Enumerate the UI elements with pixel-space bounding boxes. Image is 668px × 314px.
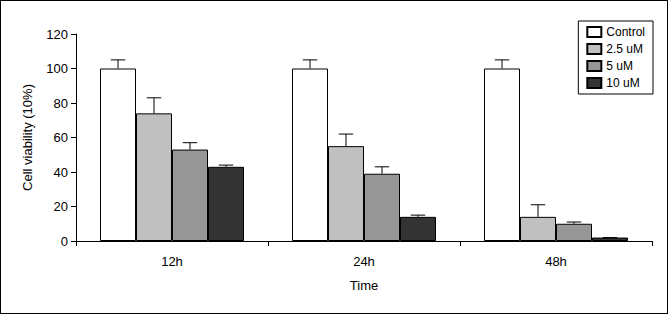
svg-text:5 uM: 5 uM [606, 59, 633, 73]
svg-text:0: 0 [61, 234, 68, 249]
svg-text:120: 120 [46, 27, 68, 42]
svg-text:40: 40 [54, 165, 68, 180]
svg-text:20: 20 [54, 199, 68, 214]
svg-text:Time: Time [350, 278, 378, 293]
svg-text:48h: 48h [545, 254, 567, 269]
svg-text:10 uM: 10 uM [606, 76, 639, 90]
svg-text:Cell viability (10%): Cell viability (10%) [20, 84, 35, 191]
svg-text:100: 100 [46, 61, 68, 76]
svg-text:60: 60 [54, 130, 68, 145]
svg-text:80: 80 [54, 96, 68, 111]
svg-text:Control: Control [606, 25, 645, 39]
svg-text:24h: 24h [353, 254, 375, 269]
svg-text:2.5 uM: 2.5 uM [606, 42, 643, 56]
svg-text:12h: 12h [161, 254, 183, 269]
